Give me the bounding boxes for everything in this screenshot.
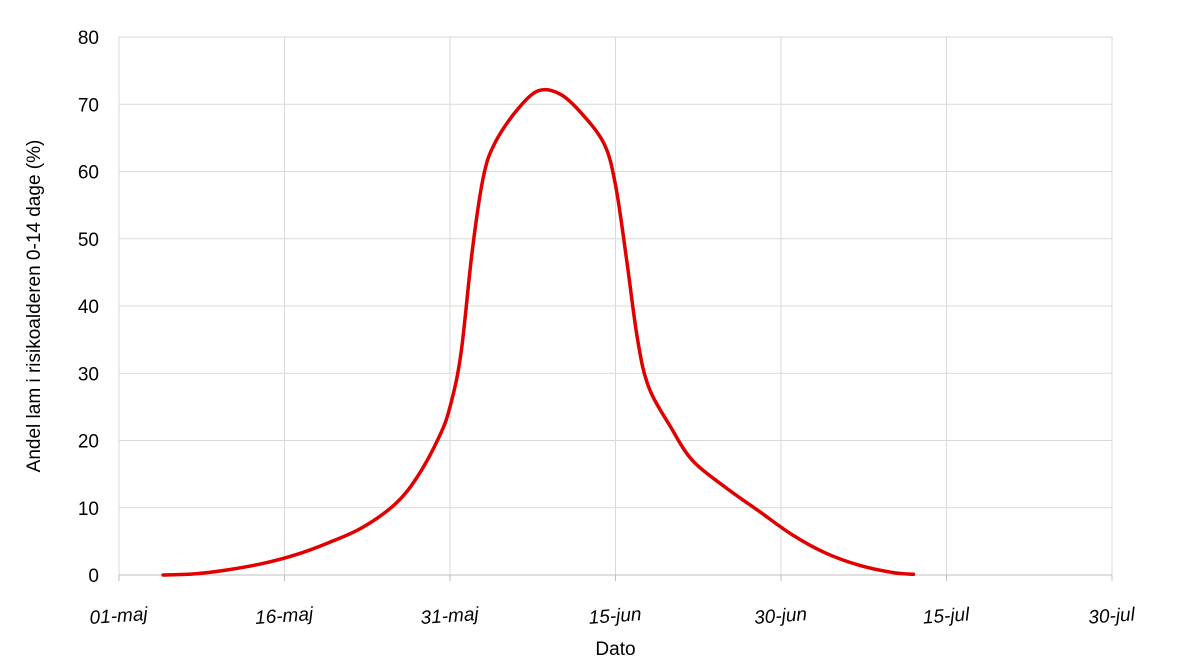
x-tick-label: 15-jun [588,604,642,629]
x-axis-ticks: 01-maj 16-maj 31-maj 15-jun 30-jun 15-jul 30-j… [89,575,1136,629]
y-tick-label: 30 [78,364,99,385]
gridlines [118,36,1113,575]
x-tick-label: 30-jul [1088,604,1137,628]
y-tick-label: 0 [88,566,99,587]
y-tick-label: 70 [78,95,99,116]
series-group [161,87,916,577]
x-tick-label: 31-maj [420,604,480,629]
y-tick-label: 40 [78,297,99,318]
x-tick-label: 30-jun [754,604,808,629]
y-tick-label: 20 [78,432,99,453]
x-tick-label: 01-maj [89,604,149,629]
series-line [161,87,916,577]
x-tick-label: 15-jul [922,604,971,628]
y-tick-label: 60 [78,163,99,184]
x-axis-title: Dato [595,639,635,660]
y-tick-label: 50 [78,230,99,251]
y-tick-label: 80 [78,28,99,49]
y-tick-label: 10 [78,499,99,520]
x-tick-label: 16-maj [254,604,314,629]
y-axis-ticks: 0 10 20 30 40 50 60 70 80 [78,28,99,587]
y-axis-title: Andel lam i risikoalderen 0-14 dage (%) [24,140,45,473]
